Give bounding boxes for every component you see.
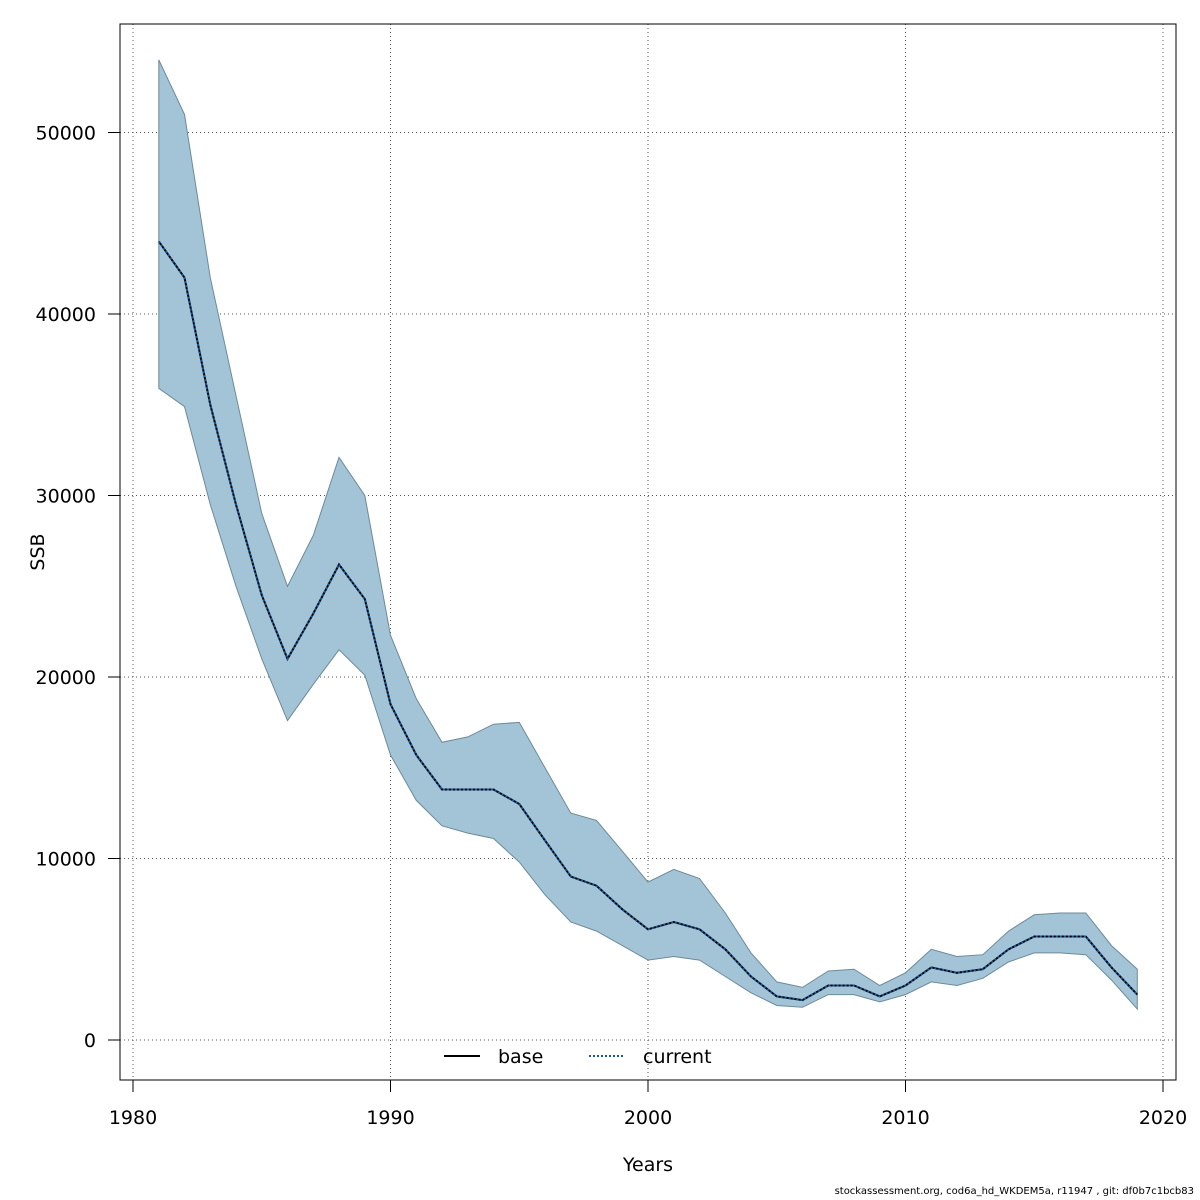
- legend: base current: [444, 1046, 712, 1068]
- y-tick-label-0: 0: [84, 1030, 96, 1052]
- series-lines: [157, 240, 1139, 1002]
- y-axis-title: SSB: [27, 533, 49, 570]
- grid: [120, 24, 1176, 1080]
- x-tick-label-2010: 2010: [881, 1107, 929, 1129]
- footer-credit: stockassessment.org, cod6a_hd_WKDEM5a, r…: [834, 1186, 1194, 1197]
- x-tick-label-2020: 2020: [1139, 1107, 1187, 1129]
- x-axis-title: Years: [622, 1154, 673, 1176]
- legend-label-current: current: [643, 1046, 712, 1068]
- x-tick-label-1980: 1980: [109, 1107, 157, 1129]
- y-tick-label-50000: 50000: [36, 123, 96, 145]
- y-tick-label-20000: 20000: [36, 667, 96, 689]
- y-tick-label-10000: 10000: [36, 849, 96, 871]
- axes: 1980 1990 2000 2010 2020 0 10000 20000 30000 4000…: [36, 123, 1188, 1130]
- series-line-current: [157, 240, 1139, 1002]
- confidence-band: [158, 59, 1138, 1011]
- legend-label-base: base: [498, 1046, 543, 1068]
- y-tick-label-30000: 30000: [36, 486, 96, 508]
- x-tick-label-1990: 1990: [366, 1107, 414, 1129]
- y-tick-label-40000: 40000: [36, 304, 96, 326]
- confidence-band-area: [158, 59, 1138, 1011]
- x-tick-label-2000: 2000: [624, 1107, 672, 1129]
